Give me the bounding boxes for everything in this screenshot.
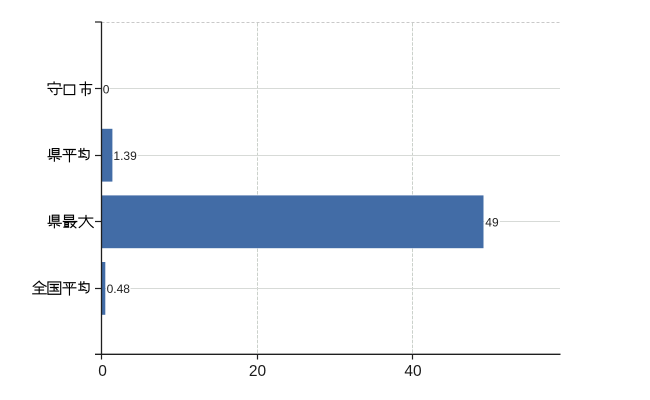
svg-text:0.48: 0.48 <box>107 282 131 296</box>
svg-text:49: 49 <box>485 215 499 229</box>
svg-text:1.39: 1.39 <box>113 149 137 163</box>
svg-text:0: 0 <box>98 363 107 380</box>
svg-text:20: 20 <box>249 363 267 380</box>
svg-text:0: 0 <box>103 83 110 97</box>
svg-text:40: 40 <box>404 363 422 380</box>
